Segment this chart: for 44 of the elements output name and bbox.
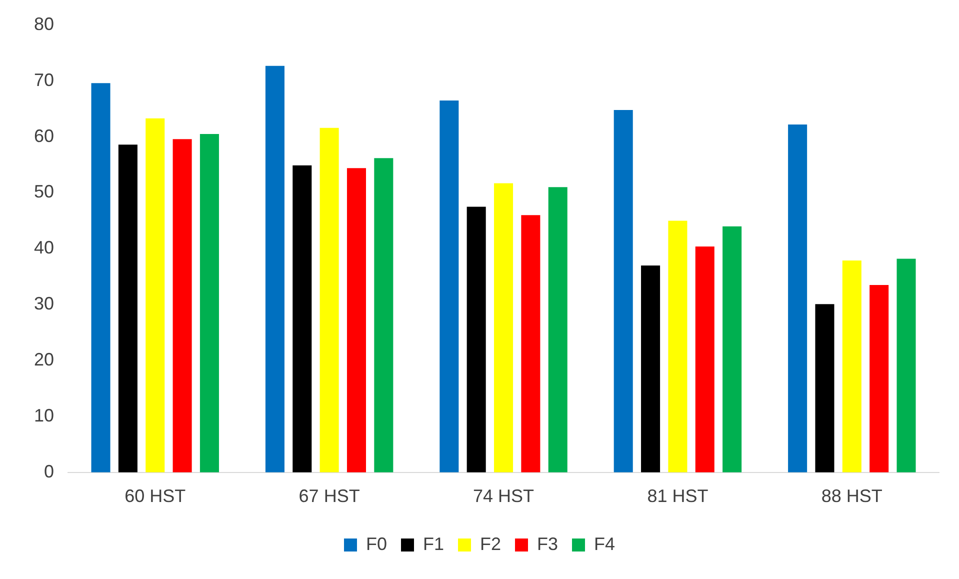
- legend-label: F4: [594, 534, 616, 554]
- bar: [788, 124, 808, 472]
- x-tick-label: 60 HST: [124, 486, 186, 506]
- bar: [870, 285, 889, 472]
- bar: [521, 215, 540, 472]
- y-tick-label: 60: [34, 126, 54, 146]
- x-tick-label: 67 HST: [298, 486, 360, 506]
- bar: [292, 165, 312, 472]
- bar: [842, 260, 862, 472]
- y-tick-label: 80: [34, 14, 54, 34]
- bar: [722, 226, 742, 472]
- y-tick-label: 40: [34, 238, 54, 258]
- bar: [440, 100, 459, 472]
- y-tick-label: 30: [34, 294, 54, 314]
- x-tick-label: 88 HST: [821, 486, 882, 506]
- x-tick-label: 81 HST: [647, 486, 708, 506]
- y-tick-label: 0: [44, 461, 54, 482]
- bar: [346, 168, 366, 472]
- bar: [200, 134, 219, 472]
- bar: [91, 83, 110, 472]
- legend-label: F3: [537, 534, 558, 554]
- bar: [896, 258, 916, 472]
- bar: [815, 304, 834, 472]
- y-tick-label: 70: [34, 70, 54, 90]
- y-tick-label: 10: [34, 405, 54, 426]
- bar: [494, 183, 514, 472]
- bar: [146, 118, 165, 472]
- bar: [374, 158, 394, 472]
- legend-label: F2: [480, 534, 502, 554]
- bar: [172, 139, 192, 472]
- y-tick-label: 50: [34, 182, 54, 202]
- bar: [548, 187, 568, 472]
- bar: [641, 265, 660, 472]
- x-tick-label: 74 HST: [472, 486, 534, 506]
- y-tick-label: 20: [34, 350, 54, 370]
- legend-label: F0: [366, 534, 387, 554]
- bar: [265, 66, 284, 472]
- bar: [614, 110, 633, 472]
- bar: [668, 220, 688, 472]
- legend-label: F1: [422, 534, 444, 554]
- bar: [320, 128, 339, 472]
- bar: [695, 246, 714, 472]
- bar: [466, 206, 486, 472]
- bar: [118, 144, 138, 472]
